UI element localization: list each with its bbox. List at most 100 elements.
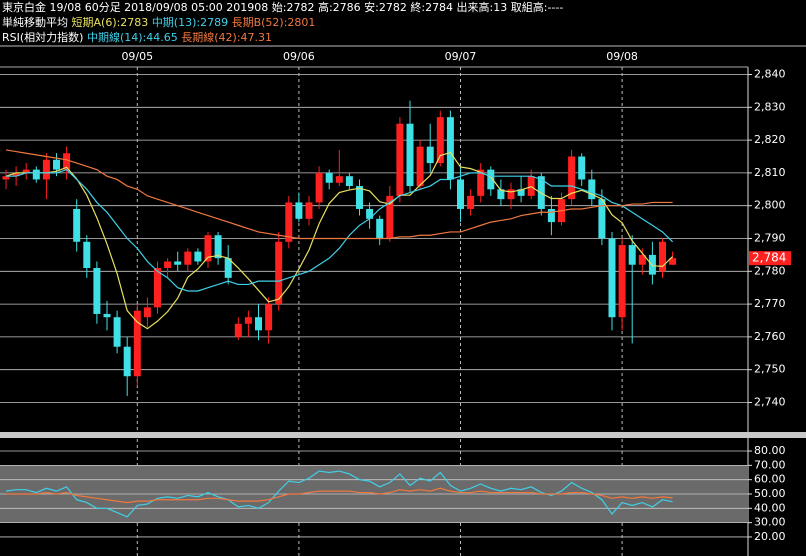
candle-body [255, 317, 262, 331]
candle-body [214, 235, 222, 259]
candle-body [386, 195, 394, 239]
x-tick-label: 09/07 [445, 50, 477, 63]
candle-body [113, 317, 121, 347]
candle-body [234, 323, 242, 337]
candle-body [406, 123, 414, 187]
candle-body [436, 117, 444, 164]
candle-body [497, 189, 505, 200]
candle-body [184, 251, 192, 265]
y-tick-label: 30.00 [754, 516, 786, 529]
candle-body [53, 159, 60, 170]
candle-body [194, 251, 202, 262]
candle-body [204, 235, 212, 262]
candle-body [103, 313, 111, 318]
y-tick-label: 60.00 [754, 473, 786, 486]
y-tick-label: 2,790 [754, 232, 786, 245]
current-price-box [749, 251, 791, 266]
candle-body [12, 172, 20, 177]
candle-body [42, 159, 50, 180]
indicator-line [5, 151, 674, 330]
candle-body [164, 261, 172, 269]
candle-body [143, 307, 151, 318]
candle-body [376, 218, 384, 239]
candle-body [588, 179, 596, 200]
candle-body [73, 208, 81, 242]
candle-body [265, 304, 273, 331]
panel-separator [0, 432, 806, 438]
y-tick-label: 2,810 [754, 166, 786, 179]
candle-body [457, 179, 464, 209]
candle-body [93, 268, 101, 314]
candle-body [295, 202, 303, 219]
candle-body [659, 241, 666, 272]
candle-body [285, 202, 293, 242]
candle-body [608, 238, 616, 318]
candle-body [224, 258, 232, 278]
candle-body [467, 195, 475, 209]
ma-title: 単純移動平均 [2, 15, 68, 29]
y-tick-label: 40.00 [754, 501, 786, 514]
candle-body [669, 258, 677, 265]
indicator-line [5, 470, 673, 518]
candle-body [487, 169, 495, 190]
candle-body [578, 156, 586, 180]
candle-body [275, 241, 283, 305]
y-tick-label: 2,840 [754, 68, 786, 81]
candle-body [527, 176, 535, 196]
y-tick-label: 2,770 [754, 297, 786, 310]
candle-body [154, 268, 161, 308]
candle-body [648, 254, 656, 275]
ma-long: 長期B(52):2801 [232, 16, 316, 29]
candle-body [174, 261, 182, 265]
candle-body [628, 245, 636, 265]
candle-body [356, 186, 363, 209]
candle-body [618, 245, 626, 318]
candle-body [547, 208, 555, 223]
x-tick-label: 09/06 [283, 50, 315, 63]
candle-body [83, 241, 91, 269]
y-tick-label: 50.00 [754, 487, 786, 500]
rsi-mid: 中期線(14):44.65 [87, 30, 178, 44]
candle-body [32, 169, 40, 180]
candle-body [426, 146, 434, 164]
candle-body [507, 189, 515, 200]
ma-short: 短期A(6):2783 [72, 15, 149, 29]
candle-body [325, 172, 333, 183]
candle-body [305, 202, 313, 219]
y-tick-label: 80.00 [754, 444, 786, 457]
candle-body [63, 153, 71, 170]
x-tick-label: 09/05 [121, 50, 153, 63]
candle-body [22, 169, 30, 173]
current-price-label: 2,784 [752, 251, 786, 265]
candle-body [416, 146, 424, 187]
candle-body [335, 176, 343, 183]
candle-body [638, 254, 646, 265]
rsi-title: RSI(相対力指数) [2, 30, 83, 44]
candle-body [396, 123, 404, 196]
indicator-line [5, 149, 673, 240]
y-tick-label: 70.00 [754, 458, 786, 471]
y-tick-label: 2,830 [754, 100, 786, 113]
candle-body [366, 208, 374, 219]
candle-body [598, 199, 606, 239]
y-tick-label: 2,780 [754, 264, 786, 277]
indicator-line [6, 487, 673, 504]
y-tick-label: 20.00 [754, 530, 786, 543]
candle-body [345, 176, 353, 187]
candle-body [477, 169, 485, 196]
y-tick-label: 2,760 [754, 330, 786, 343]
candle-body [123, 346, 131, 377]
y-tick-label: 2,750 [754, 363, 786, 376]
candle-body [133, 310, 141, 377]
y-tick-label: 2,820 [754, 133, 786, 146]
candle-body [446, 117, 454, 180]
rsi-legend: RSI(相対力指数) 中期線(14):44.65 長期線(42):47.31 [2, 30, 272, 44]
y-tick-label: 2,740 [754, 395, 786, 408]
x-tick-label: 09/08 [606, 50, 638, 63]
ma-legend: 単純移動平均 短期A(6):2783 中期(13):2789 長期B(52):2… [2, 15, 315, 29]
candle-body [568, 156, 576, 200]
rsi-long: 長期線(42):47.31 [181, 30, 272, 44]
y-tick-label: 2,800 [754, 199, 786, 212]
